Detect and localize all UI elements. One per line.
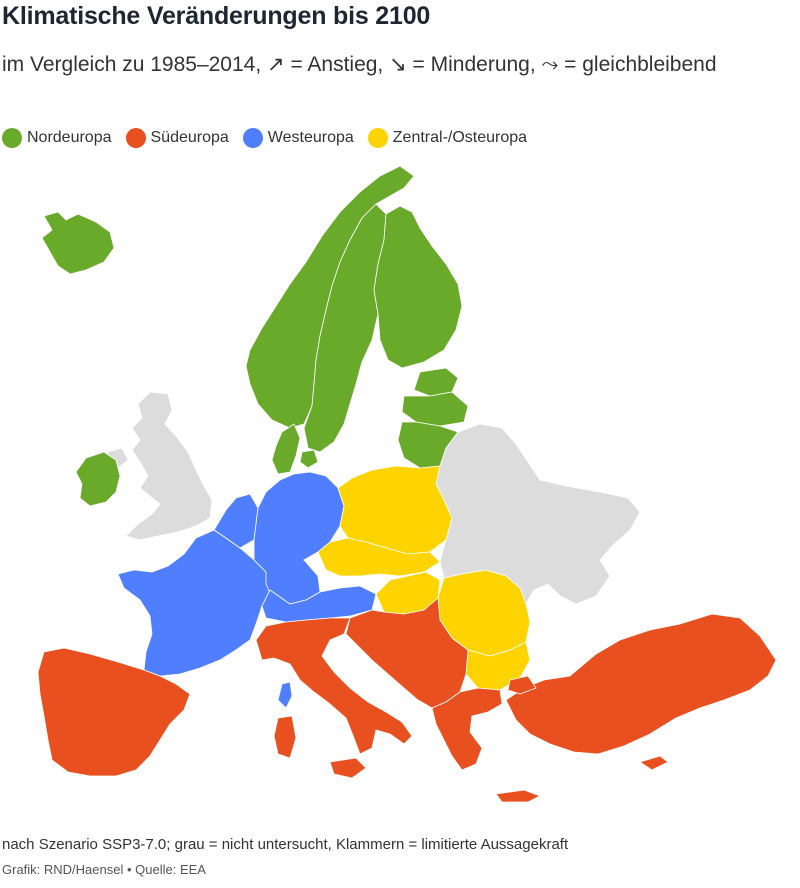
region-not-studied <box>105 391 641 605</box>
region-westeuropa <box>117 471 377 709</box>
country-bulgaria <box>465 641 531 691</box>
country-crete <box>495 789 541 803</box>
legend-swatch-westeuropa <box>242 128 263 148</box>
legend-swatch-suedeuropa <box>125 128 146 148</box>
country-sicily <box>329 757 367 779</box>
legend-item-westeuropa: Westeuropa <box>242 128 354 148</box>
country-denmark <box>271 423 301 475</box>
country-turkey <box>505 613 777 755</box>
country-ireland <box>75 451 121 507</box>
country-great-britain <box>125 391 213 541</box>
legend-label-zentral-osteuropa: Zentral-/Osteuropa <box>392 129 528 146</box>
country-turkey-thrace <box>507 675 537 695</box>
country-czechia-slovakia <box>317 537 441 577</box>
legend-item-zentral-osteuropa: Zentral-/Osteuropa <box>367 128 528 148</box>
europe-map <box>37 165 777 803</box>
map-subtitle: im Vergleich zu 1985–2014, ↗ = Anstieg, … <box>2 53 717 76</box>
country-corsica <box>277 681 293 709</box>
region-suedeuropa <box>37 597 777 803</box>
legend-label-suedeuropa: Südeuropa <box>150 129 229 146</box>
country-iceland <box>41 211 115 275</box>
legend-label-westeuropa: Westeuropa <box>267 129 354 146</box>
country-germany <box>253 471 345 605</box>
region-zentral-osteuropa <box>317 465 531 691</box>
country-iberia <box>37 647 191 777</box>
scenario-note: nach Szenario SSP3-7.0; grau = nicht unt… <box>2 836 569 853</box>
country-sardinia <box>273 715 297 759</box>
country-cyprus <box>639 755 669 771</box>
legend-label-nordeuropa: Nordeuropa <box>27 129 112 146</box>
country-balkans <box>345 597 469 709</box>
source-credit: Grafik: RND/Haensel • Quelle: EEA <box>2 862 206 877</box>
country-france <box>117 529 271 677</box>
legend: Nordeuropa Südeuropa Westeuropa Zentral-… <box>2 128 541 148</box>
region-nordeuropa <box>41 165 469 507</box>
legend-item-suedeuropa: Südeuropa <box>125 128 229 148</box>
country-latvia <box>401 391 469 427</box>
legend-item-nordeuropa: Nordeuropa <box>2 128 112 148</box>
map-title: Klimatische Veränderungen bis 2100 <box>2 2 431 30</box>
country-denmark-islands <box>299 449 319 469</box>
country-lithuania <box>397 421 459 469</box>
country-poland <box>337 465 453 555</box>
legend-swatch-zentral-osteuropa <box>367 128 388 148</box>
country-greece <box>431 687 503 771</box>
legend-swatch-nordeuropa <box>2 128 22 148</box>
country-finland <box>373 205 463 369</box>
country-italy <box>255 617 413 755</box>
